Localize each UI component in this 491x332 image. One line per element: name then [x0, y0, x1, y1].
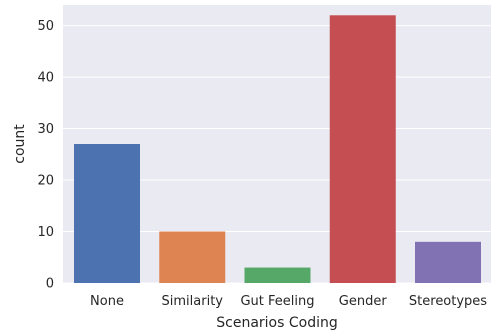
y-tick-label: 20	[37, 174, 54, 189]
x-tick-label: None	[90, 294, 124, 309]
bar-stereotypes	[415, 241, 481, 283]
x-tick-label: Gut Feeling	[240, 294, 314, 309]
bars	[74, 15, 481, 284]
bar-gender	[329, 15, 396, 284]
bar-similarity	[159, 231, 226, 283]
x-tick-label: Gender	[339, 294, 388, 309]
x-axis-label: Scenarios Coding	[216, 315, 337, 331]
y-tick-label: 10	[37, 225, 54, 240]
bar-gut-feeling	[244, 267, 311, 283]
x-tick-labels: None Similarity Gut Feeling Gender Stereotyp…	[90, 294, 487, 309]
y-tick-labels: 0 10 20 30 40 50	[37, 19, 54, 291]
x-tick-label: Similarity	[162, 294, 224, 309]
x-tick-label: Stereotypes	[409, 294, 487, 309]
y-tick-label: 30	[37, 122, 54, 137]
y-tick-label: 40	[37, 71, 54, 86]
y-tick-label: 0	[46, 277, 54, 292]
y-tick-label: 50	[37, 19, 54, 34]
y-axis-label: count	[12, 124, 28, 164]
bar-none	[74, 144, 140, 283]
